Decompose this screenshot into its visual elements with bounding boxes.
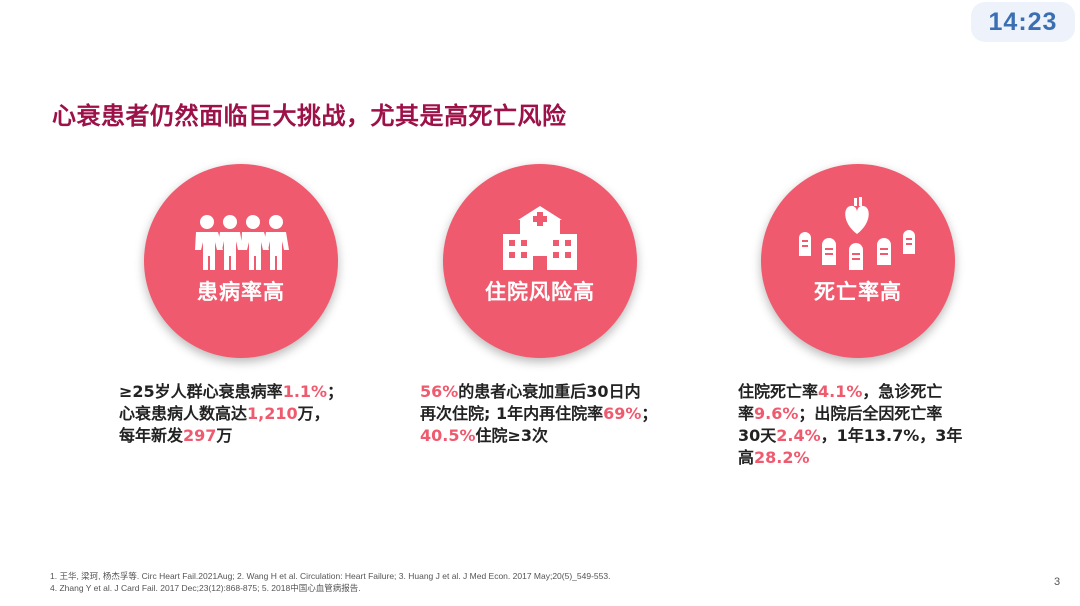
- hospitalization-description: 56%的患者心衰加重后30日内 再次住院; 1年内再住院率69%； 40.5%住…: [420, 381, 657, 447]
- desc-line: 率9.6%；出院后全因死亡率: [738, 404, 943, 423]
- prevalence-label: 患病率高: [197, 280, 285, 304]
- hospital-icon: [503, 206, 577, 270]
- heart-tombstones-icon: [799, 197, 915, 270]
- references: 1. 王华, 梁珂, 杨杰孚等. Circ Heart Fail.2021Aug…: [50, 570, 610, 594]
- desc-line: 每年新发297万: [119, 426, 233, 445]
- prevalence-circle: 患病率高: [144, 164, 338, 358]
- desc-line: 30天2.4%，1年13.7%，3年: [738, 426, 963, 445]
- reference-line-1: 1. 王华, 梁珂, 杨杰孚等. Circ Heart Fail.2021Aug…: [50, 571, 611, 581]
- mortality-label: 死亡率高: [814, 280, 902, 304]
- clock-badge: 14:23: [971, 2, 1075, 42]
- hospitalization-label: 住院风险高: [485, 280, 595, 304]
- desc-line: 住院死亡率4.1%，急诊死亡: [738, 382, 943, 401]
- reference-line-2: 4. Zhang Y et al. J Card Fail. 2017 Dec;…: [50, 583, 361, 593]
- desc-line: 再次住院; 1年内再住院率69%；: [420, 404, 658, 423]
- mortality-circle: 死亡率高: [761, 164, 955, 358]
- hospitalization-circle: 住院风险高: [443, 164, 637, 358]
- desc-line: 56%的患者心衰加重后30日内: [420, 382, 641, 401]
- prevalence-description: ≥25岁人群心衰患病率1.1%； 心衰患病人数高达1,210万， 每年新发297…: [119, 381, 343, 447]
- desc-line: ≥25岁人群心衰患病率1.1%；: [119, 382, 344, 401]
- page-number: 3: [1054, 576, 1061, 588]
- desc-line: 40.5%住院≥3次: [420, 426, 549, 445]
- desc-line: 高28.2%: [738, 448, 810, 467]
- slide-title: 心衰患者仍然面临巨大挑战，尤其是高死亡风险: [52, 102, 567, 130]
- desc-line: 心衰患病人数高达1,210万，: [119, 404, 330, 423]
- mortality-description: 住院死亡率4.1%，急诊死亡 率9.6%；出院后全因死亡率 30天2.4%，1年…: [738, 381, 962, 469]
- people-icon: [195, 215, 289, 270]
